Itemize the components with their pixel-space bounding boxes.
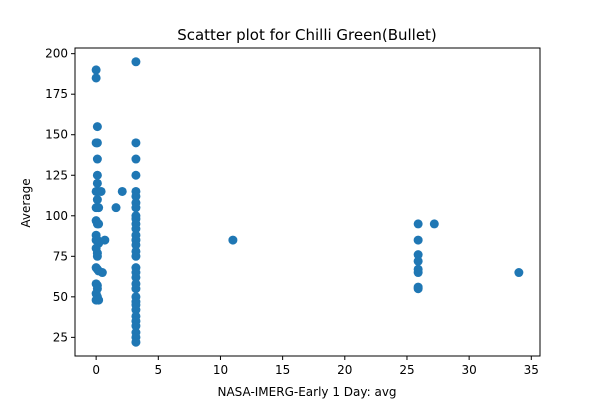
- x-tick-label: 25: [399, 363, 414, 377]
- data-point: [100, 235, 110, 245]
- data-point: [131, 284, 141, 294]
- x-axis-label: NASA-IMERG-Early 1 Day: avg: [217, 385, 396, 399]
- y-tick-label: 150: [45, 128, 68, 142]
- data-point: [131, 272, 141, 282]
- x-tick-label: 35: [524, 363, 539, 377]
- data-point: [94, 219, 104, 229]
- x-tick-label: 10: [213, 363, 228, 377]
- data-point: [91, 65, 101, 75]
- data-point: [92, 154, 102, 164]
- x-tick-label: 0: [92, 363, 100, 377]
- data-point: [92, 178, 102, 188]
- data-point: [131, 191, 141, 201]
- data-point: [413, 284, 423, 294]
- data-point: [94, 295, 104, 305]
- data-point: [131, 138, 141, 148]
- data-point: [131, 203, 141, 213]
- data-point: [92, 195, 102, 205]
- y-tick-label: 75: [53, 249, 68, 263]
- data-point: [97, 268, 107, 278]
- data-point: [131, 224, 141, 234]
- x-tick-label: 20: [337, 363, 352, 377]
- data-point: [131, 251, 141, 261]
- data-point: [413, 250, 423, 260]
- data-point: [94, 203, 104, 213]
- y-axis-ticks: 25 50 75 100 125 150 175 200: [45, 47, 75, 344]
- data-point: [131, 154, 141, 164]
- data-point: [91, 73, 101, 83]
- data-point: [131, 240, 141, 250]
- data-point: [413, 235, 423, 245]
- y-tick-label: 175: [45, 87, 68, 101]
- data-points: [91, 57, 524, 347]
- x-tick-label: 15: [275, 363, 290, 377]
- data-point: [514, 268, 524, 278]
- chart-title: Scatter plot for Chilli Green(Bullet): [177, 26, 437, 44]
- data-point: [131, 305, 141, 315]
- data-point: [131, 57, 141, 67]
- data-point: [413, 219, 423, 229]
- data-point: [117, 186, 127, 196]
- data-point: [429, 219, 439, 229]
- data-point: [92, 138, 102, 148]
- data-point: [131, 170, 141, 180]
- x-tick-label: 5: [154, 363, 162, 377]
- data-point: [111, 203, 121, 213]
- y-tick-label: 200: [45, 47, 68, 61]
- data-point: [413, 256, 423, 266]
- x-tick-label: 30: [461, 363, 476, 377]
- data-point: [92, 251, 102, 261]
- y-tick-label: 50: [53, 290, 68, 304]
- data-point: [228, 235, 238, 245]
- data-point: [92, 170, 102, 180]
- data-point: [96, 186, 106, 196]
- y-tick-label: 125: [45, 168, 68, 182]
- data-point: [413, 268, 423, 278]
- y-tick-label: 25: [53, 330, 68, 344]
- y-tick-label: 100: [45, 209, 68, 223]
- x-axis-ticks: 0 5 10 15 20 25 30 35: [92, 356, 539, 377]
- plot-frame: [74, 47, 541, 357]
- data-point: [92, 122, 102, 132]
- data-point: [131, 321, 141, 331]
- data-point: [131, 337, 141, 347]
- y-axis-label: Average: [19, 178, 33, 227]
